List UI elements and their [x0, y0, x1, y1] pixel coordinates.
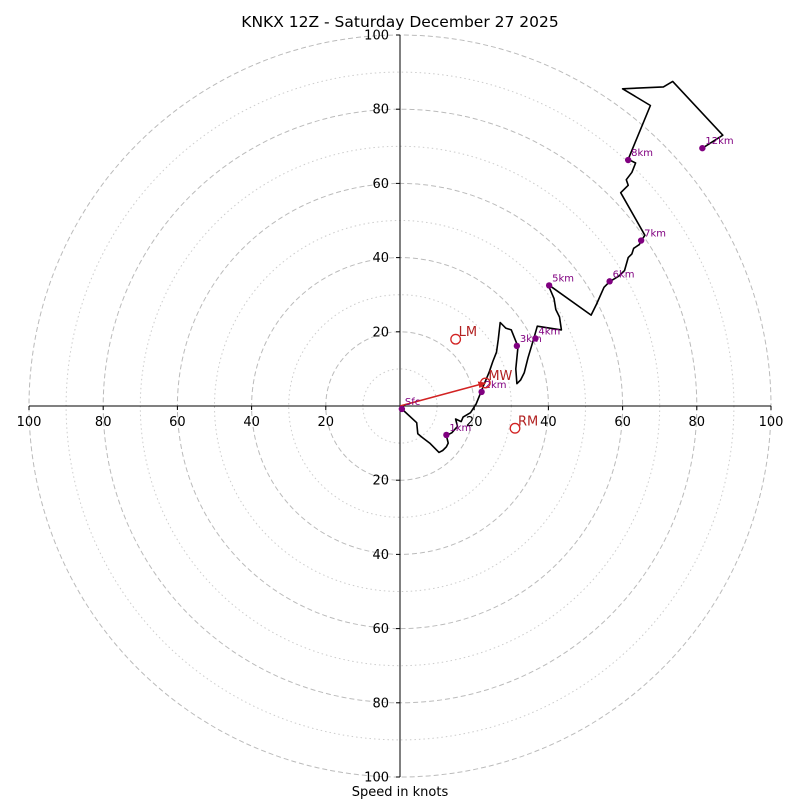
wind-profile-line — [401, 80, 724, 454]
mean-wind-vector — [399, 381, 487, 407]
x-axis-label: Speed in knots — [352, 785, 449, 800]
y-tick-label: 40 — [372, 251, 389, 266]
storm-motion-label-MW: MW — [488, 369, 512, 384]
height-label-12km: 12km — [705, 136, 733, 147]
y-tick-label: 40 — [372, 548, 389, 563]
chart-title: KNKX 12Z - Saturday December 27 2025 — [241, 13, 558, 31]
height-marker-4km — [532, 335, 539, 342]
height-marker-8km — [624, 156, 632, 164]
x-tick-label: 100 — [17, 415, 42, 430]
height-label-4km: 4km — [538, 326, 560, 337]
y-tick-label: 60 — [372, 622, 389, 637]
mean-wind-arrow — [399, 381, 487, 407]
x-tick-label: 20 — [466, 415, 483, 430]
storm-motions: LM MW RM — [450, 325, 538, 434]
x-tick-label: 80 — [95, 415, 112, 430]
height-label-2km: 2km — [485, 380, 507, 391]
hodograph-trace — [401, 80, 724, 454]
y-tick-label: 100 — [364, 771, 389, 786]
x-tick-label: 20 — [318, 415, 335, 430]
height-label-7km: 7km — [644, 229, 666, 240]
height-marker-12km — [699, 144, 706, 152]
x-tick-label: 80 — [689, 415, 706, 430]
y-tick-label: 80 — [372, 696, 389, 711]
storm-motion-label-LM: LM — [459, 325, 477, 340]
height-marker-6km — [606, 278, 613, 285]
storm-motion-MW — [479, 377, 491, 389]
height-marker-2km — [478, 388, 485, 396]
storm-motion-LM — [450, 333, 462, 345]
height-label-3km: 3km — [520, 334, 542, 345]
y-tick-label: 80 — [372, 103, 389, 118]
height-label-Sfc: Sfc — [405, 397, 420, 408]
x-tick-label: 40 — [540, 415, 557, 430]
x-tick-label: 40 — [243, 415, 260, 430]
x-tick-label: 60 — [169, 415, 186, 430]
height-label-8km: 8km — [631, 148, 653, 159]
x-tick-label: 100 — [759, 415, 784, 430]
height-marker-1km — [443, 431, 450, 439]
height-marker-7km — [637, 237, 645, 244]
storm-motion-RM — [509, 422, 521, 434]
height-label-6km: 6km — [613, 269, 635, 280]
y-tick-label: 60 — [372, 177, 389, 192]
height-marker-5km — [545, 282, 553, 289]
y-tick-label: 100 — [364, 29, 389, 44]
height-label-5km: 5km — [552, 273, 574, 284]
y-tick-label: 20 — [372, 474, 389, 489]
x-tick-label: 60 — [614, 415, 631, 430]
height-label-1km: 1km — [449, 423, 471, 434]
height-marker-Sfc — [398, 405, 406, 413]
y-tick-label: 20 — [372, 325, 389, 340]
storm-motion-label-RM: RM — [518, 414, 538, 429]
tick-labels: 100 80 60 40 20 20 40 60 80 100 100 80 60 40 20 20 40 60 8… — [17, 29, 784, 786]
height-marker-3km — [513, 342, 521, 350]
